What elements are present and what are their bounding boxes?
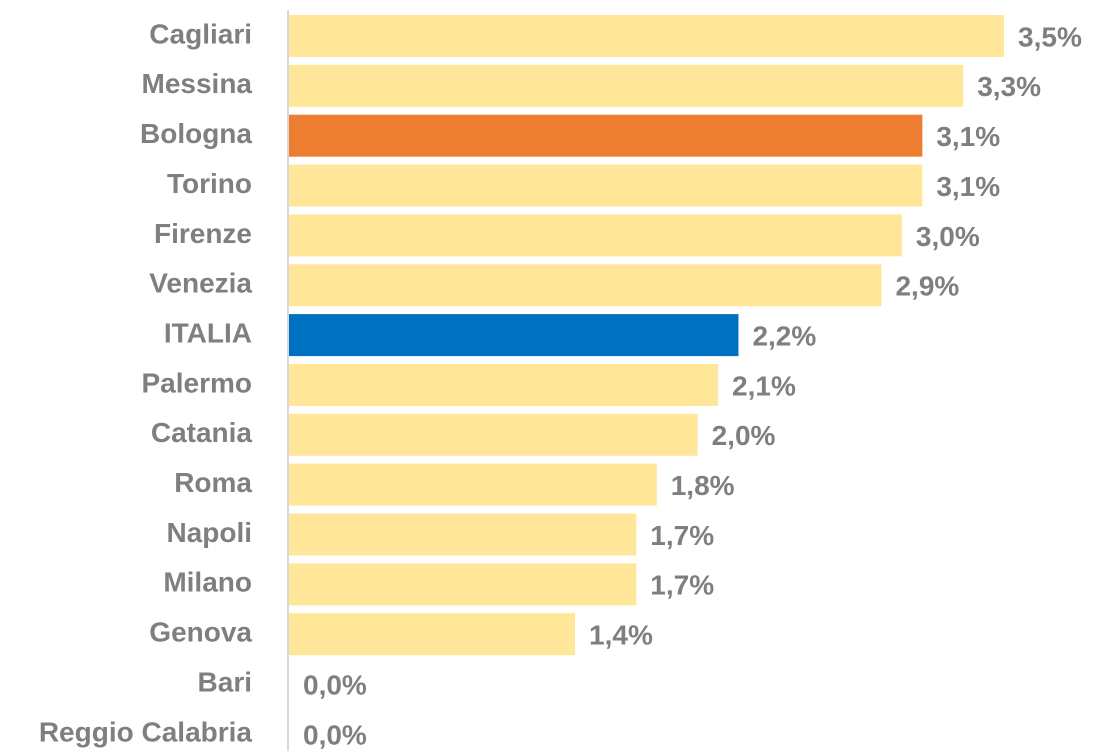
value-label: 1,7%: [650, 570, 714, 601]
value-label: 3,3%: [977, 71, 1041, 102]
bar: [289, 64, 964, 107]
value-label: 3,5%: [1018, 21, 1082, 52]
bar: [289, 15, 1005, 57]
value-label: 3,1%: [936, 171, 1000, 202]
category-label: Venezia: [149, 268, 252, 299]
value-label: 1,4%: [589, 620, 653, 651]
bar: [289, 513, 637, 556]
bar: [289, 264, 882, 307]
category-label: Firenze: [154, 218, 252, 249]
value-label: 1,8%: [671, 470, 735, 501]
bar: [289, 114, 923, 157]
value-label: 3,0%: [916, 221, 980, 252]
category-label: Napoli: [166, 517, 252, 548]
bar: [289, 363, 719, 406]
category-label: Bologna: [140, 118, 252, 149]
bar: [289, 613, 576, 656]
category-label: Cagliari: [149, 18, 252, 49]
category-label: Catania: [151, 417, 253, 448]
category-label: Reggio Calabria: [39, 716, 253, 747]
value-label: 2,1%: [732, 370, 796, 401]
value-label: 2,0%: [712, 420, 776, 451]
category-label: Milano: [163, 567, 252, 598]
value-label: 0,0%: [303, 669, 367, 700]
bar: [289, 413, 698, 456]
bar: [289, 214, 902, 257]
bar: [289, 164, 923, 207]
category-label: Palermo: [142, 367, 253, 398]
value-label: 2,9%: [895, 271, 959, 302]
value-label: 2,2%: [752, 320, 816, 351]
category-label: ITALIA: [164, 317, 252, 348]
value-label: 1,7%: [650, 520, 714, 551]
value-label: 3,1%: [936, 121, 1000, 152]
category-label: Torino: [167, 168, 252, 199]
bar: [289, 314, 739, 357]
value-label: 0,0%: [303, 719, 367, 750]
category-label: Bari: [198, 666, 252, 697]
category-label: Messina: [142, 68, 253, 99]
category-label: Roma: [174, 467, 252, 498]
bar: [289, 463, 657, 506]
category-label: Genova: [149, 617, 252, 648]
bar: [289, 563, 637, 606]
